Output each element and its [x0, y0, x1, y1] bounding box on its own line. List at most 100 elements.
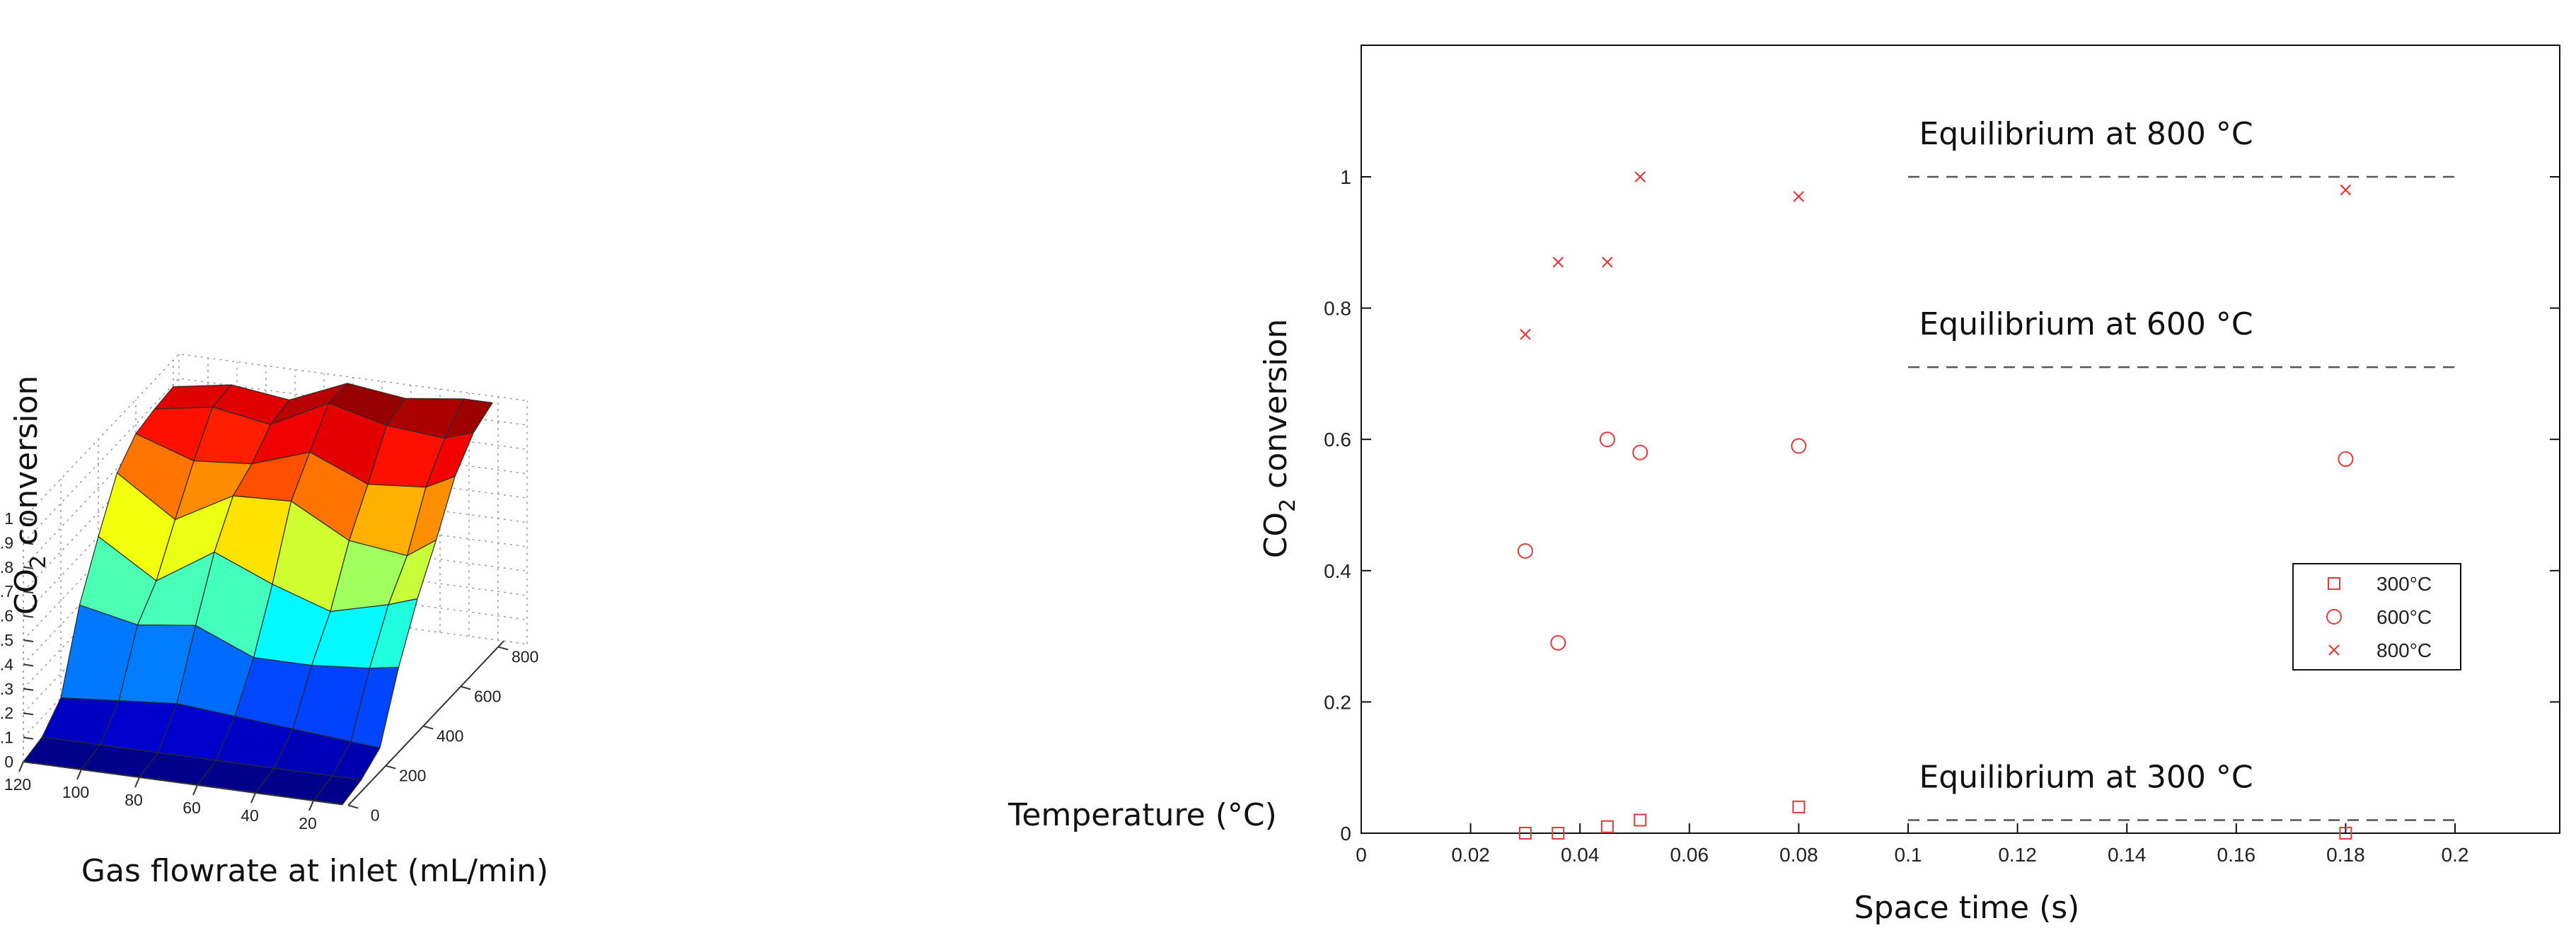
surface-zlabel: CO2 conversion: [8, 376, 51, 615]
scatter-ylabel: CO2 conversion: [1258, 319, 1300, 559]
x-tick-label: 0.12: [1998, 844, 2037, 866]
point-300c: [1600, 820, 1614, 833]
z-tick: [23, 687, 34, 691]
scatter-points: [1517, 171, 2354, 840]
x-tick-label: 120: [4, 775, 31, 794]
z-tick-label: 0.9: [0, 533, 13, 552]
legend-marker-circle: [2326, 609, 2342, 625]
x-tick-label: 60: [183, 799, 201, 817]
x-tick: [18, 761, 24, 772]
y-tick-label: 0.4: [1324, 560, 1351, 582]
scatter-plot-area: [1361, 45, 2560, 834]
y-tick-label: 0: [1340, 823, 1351, 845]
z-grid-line: [23, 353, 528, 519]
z-tick: [23, 639, 34, 642]
z-tick-label: 0.2: [0, 704, 13, 722]
point-800c: [1793, 191, 1805, 202]
y-axis-line: [347, 640, 504, 806]
point-800c-stroke: [2340, 184, 2352, 196]
point-800c-stroke: [1793, 191, 1805, 202]
surface-xlabel: Gas flowrate at inlet (mL/min): [81, 853, 548, 889]
x-tick-label: 0.16: [2217, 844, 2256, 866]
equilibrium-lines: Equilibrium at 800 °C Equilibrium at 600 …: [1908, 116, 2455, 821]
z-tick-label: 1: [4, 509, 13, 528]
point-300c: [1792, 800, 1806, 813]
x-tick-label: 80: [125, 791, 143, 809]
y-tick-label: 0.2: [1324, 691, 1351, 713]
point-800c: [1552, 256, 1564, 268]
x-tick-label: 0.02: [1451, 844, 1490, 866]
x-tick-label: 0.14: [2108, 844, 2147, 866]
z-tick-label: 0.1: [0, 729, 13, 747]
point-600c: [2338, 451, 2354, 468]
point-300c: [1634, 813, 1647, 827]
surface-mesh: [23, 383, 493, 806]
legend-marker-x: [2328, 644, 2340, 656]
x-tick-label: 0.06: [1670, 844, 1709, 866]
z-tick: [23, 712, 34, 716]
x-tick-label: 0.2: [2442, 844, 2469, 866]
z-tick: [23, 542, 34, 545]
point-600c: [1517, 542, 1533, 559]
z-tick-label: 0.7: [0, 582, 13, 600]
x-tick-label: 0.08: [1779, 844, 1818, 866]
y-tick-label: 800: [512, 648, 538, 666]
point-800c: [1520, 328, 1531, 340]
point-800c-stroke: [1520, 328, 1531, 340]
point-800c-stroke: [1634, 171, 1646, 182]
x-axis-line: [23, 761, 343, 806]
z-tick-label: 0.6: [0, 607, 13, 625]
y-tick-label: 0.6: [1324, 429, 1351, 451]
equilibrium-label: Equilibrium at 300 °C: [1919, 759, 2253, 795]
y-tick-label: 1: [1340, 166, 1351, 188]
z-tick-label: 0.3: [0, 680, 13, 698]
y-tick-label: 200: [399, 767, 426, 785]
scatter-legend: 300°C 600°C 800°C: [2292, 563, 2461, 671]
equilibrium-label: Equilibrium at 800 °C: [1919, 116, 2253, 152]
scatter-panel: 0 0.02 0.04 0.06 0.08 0.1 0.12 0.14 0.16 0.18 0.2 0…: [1258, 45, 2560, 926]
z-tick: [23, 518, 34, 521]
z-tick: [23, 591, 34, 594]
x-tick-label: 0: [1356, 844, 1367, 866]
point-800c: [1602, 256, 1613, 268]
x-tick: [250, 792, 256, 803]
z-tick: [23, 736, 34, 740]
point-300c: [1518, 827, 1532, 840]
surface-panel: 0 0.1 0.2 0.3 0.4 0.5 0.6 0.7 0.8 0.9 1 120 100 80 60 4…: [0, 353, 1277, 889]
x-tick: [76, 769, 82, 780]
legend-label: 800°C: [2376, 639, 2432, 661]
y-tick-label: 0: [371, 806, 380, 825]
y-tick: [497, 646, 509, 651]
equilibrium-label: Equilibrium at 600 °C: [1919, 306, 2253, 342]
surface-axes: 0 0.1 0.2 0.3 0.4 0.5 0.6 0.7 0.8 0.9 1 120 100 80 60 4…: [0, 509, 538, 832]
legend-label: 300°C: [2376, 573, 2432, 595]
x-tick: [308, 800, 314, 811]
scatter-ticks: 0 0.02 0.04 0.06 0.08 0.1 0.12 0.14 0.16 0.18 0.2 0…: [1324, 166, 2560, 866]
point-600c: [1632, 444, 1648, 460]
point-600c: [1550, 634, 1566, 651]
legend-marker-square: [2328, 577, 2340, 590]
y-tick-label: 0.8: [1324, 298, 1351, 320]
z-grid-line: [23, 596, 528, 762]
z-tick-label: 0.5: [0, 631, 13, 649]
scatter-xlabel: Space time (s): [1854, 890, 2080, 926]
y-tick: [347, 804, 359, 809]
point-800c-stroke: [1602, 256, 1613, 268]
x-tick-label: 20: [299, 814, 317, 832]
y-tick-label: 600: [474, 687, 501, 706]
x-tick: [134, 777, 140, 788]
point-600c: [1791, 438, 1807, 454]
z-tick: [23, 566, 34, 569]
z-tick: [23, 663, 34, 667]
point-800c: [2340, 184, 2352, 196]
x-tick: [192, 784, 198, 796]
x-tick-label: 0.1: [1895, 844, 1922, 866]
y-tick: [460, 685, 471, 690]
z-tick: [23, 615, 34, 618]
y-tick-label: 400: [437, 727, 463, 745]
y-tick: [385, 765, 396, 770]
surface-ylabel: Temperature (°C): [1007, 797, 1277, 833]
point-300c: [2339, 827, 2352, 840]
x-tick-label: 100: [62, 783, 89, 801]
